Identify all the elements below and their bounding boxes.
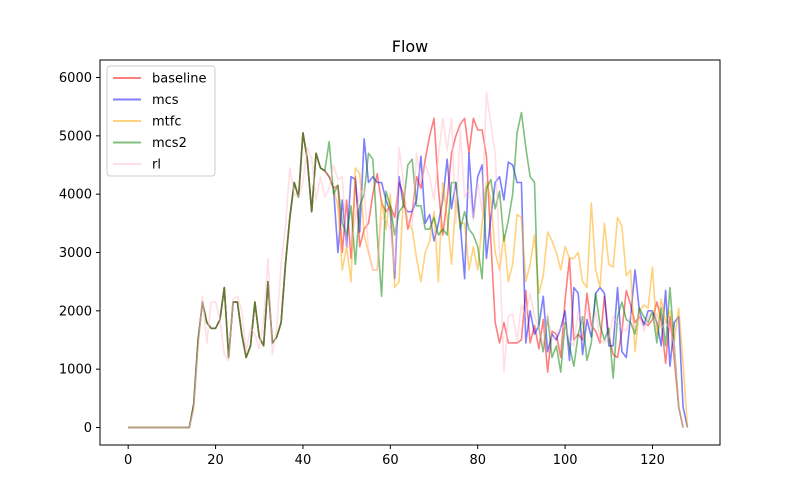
legend-box	[106, 65, 216, 177]
legend-label-baseline: baseline	[152, 72, 206, 87]
y-tick-label: 6000	[59, 71, 92, 86]
legend-label-mcs: mcs	[152, 93, 179, 108]
chart-title: Flow	[392, 37, 429, 56]
y-tick-label: 3000	[59, 246, 92, 261]
x-tick-label: 60	[382, 453, 399, 468]
x-tick-label: 20	[207, 453, 224, 468]
legend-label-mtfc: mtfc	[152, 115, 182, 130]
y-tick-label: 0	[84, 421, 92, 436]
x-tick-label: 80	[469, 453, 486, 468]
x-axis: 0 20 40 60 80 100 120	[124, 445, 665, 468]
x-tick-label: 40	[295, 453, 312, 468]
y-tick-label: 1000	[59, 363, 92, 378]
y-tick-label: 4000	[59, 188, 92, 203]
x-tick-label: 120	[640, 453, 665, 468]
legend-label-mcs2: mcs2	[152, 136, 187, 151]
series-line-rl	[128, 91, 684, 429]
y-tick-label: 5000	[59, 129, 92, 144]
y-tick-label: 2000	[59, 304, 92, 319]
series-line-mcs2	[128, 111, 684, 429]
legend-label-rl: rl	[152, 158, 161, 173]
legend: baseline mcs mtfc mcs2 rl	[106, 65, 216, 177]
y-axis: 0 1000 2000 3000 4000 5000 6000	[59, 71, 100, 436]
x-tick-label: 100	[553, 453, 578, 468]
x-tick-label: 0	[124, 453, 132, 468]
series-layer	[128, 91, 689, 429]
